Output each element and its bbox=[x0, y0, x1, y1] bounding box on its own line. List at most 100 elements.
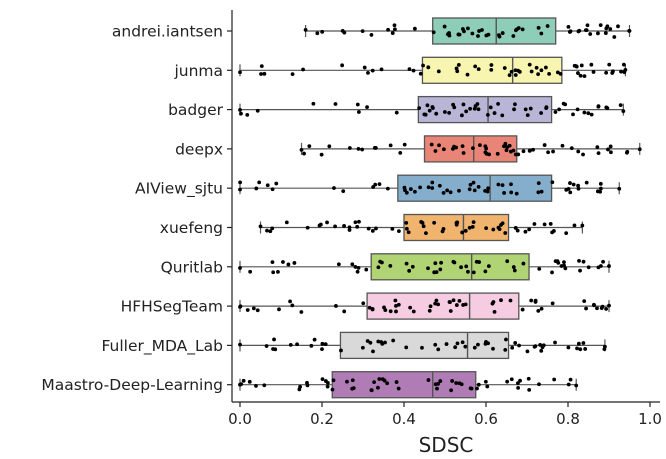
box-badger bbox=[238, 95, 626, 124]
data-point bbox=[412, 26, 417, 31]
data-point bbox=[596, 151, 601, 156]
data-point bbox=[621, 109, 626, 114]
data-point bbox=[604, 70, 609, 75]
data-point bbox=[507, 143, 512, 148]
data-point bbox=[432, 220, 437, 225]
data-point bbox=[404, 345, 409, 350]
data-point bbox=[254, 186, 259, 191]
data-point bbox=[499, 298, 503, 303]
data-point bbox=[374, 226, 378, 231]
data-point bbox=[466, 26, 470, 31]
strip-points bbox=[238, 62, 628, 79]
data-point bbox=[459, 265, 463, 270]
data-point bbox=[372, 380, 377, 385]
data-point bbox=[496, 102, 500, 106]
data-point bbox=[527, 62, 532, 67]
data-point bbox=[476, 107, 481, 112]
data-point bbox=[483, 188, 487, 193]
data-point bbox=[476, 342, 480, 347]
data-point bbox=[238, 187, 242, 192]
box-iqr bbox=[370, 253, 530, 281]
data-point bbox=[581, 259, 586, 264]
data-point bbox=[576, 149, 581, 154]
data-point bbox=[325, 220, 329, 225]
data-point bbox=[505, 259, 510, 264]
data-point bbox=[566, 345, 571, 350]
data-point bbox=[576, 71, 580, 75]
data-point bbox=[264, 344, 269, 348]
data-point bbox=[618, 103, 623, 107]
data-point bbox=[433, 301, 438, 306]
plot-area bbox=[238, 17, 642, 399]
data-point bbox=[576, 183, 580, 188]
data-point bbox=[515, 27, 519, 32]
data-point bbox=[512, 268, 517, 273]
data-point bbox=[595, 189, 600, 194]
data-point bbox=[454, 145, 459, 150]
data-point bbox=[385, 381, 390, 386]
data-point bbox=[302, 151, 306, 156]
data-point bbox=[555, 70, 560, 75]
data-point bbox=[527, 227, 532, 232]
strip-points bbox=[299, 141, 642, 157]
data-point bbox=[483, 379, 488, 384]
data-point bbox=[336, 262, 341, 267]
data-point bbox=[468, 106, 473, 111]
data-point bbox=[390, 226, 395, 231]
data-point bbox=[265, 183, 270, 188]
data-point bbox=[477, 29, 481, 33]
data-point bbox=[513, 102, 517, 107]
data-point bbox=[262, 383, 267, 388]
data-point bbox=[394, 309, 398, 314]
data-point bbox=[388, 143, 393, 148]
x-tick-label: 0.4 bbox=[392, 410, 416, 428]
data-point bbox=[368, 340, 373, 345]
data-point bbox=[449, 388, 454, 393]
data-point bbox=[536, 25, 541, 30]
data-point bbox=[347, 228, 352, 232]
data-point bbox=[582, 299, 587, 304]
data-point bbox=[411, 309, 416, 314]
data-point bbox=[248, 269, 253, 274]
data-point bbox=[386, 27, 390, 32]
x-axis-title: SDSC bbox=[419, 433, 474, 457]
data-point bbox=[404, 220, 409, 225]
data-point bbox=[442, 24, 447, 29]
data-point bbox=[627, 28, 632, 33]
data-point bbox=[327, 144, 332, 149]
data-point bbox=[241, 378, 246, 383]
data-point bbox=[437, 143, 441, 148]
data-point bbox=[454, 220, 459, 225]
y-tick-label: HFHSegTeam bbox=[121, 298, 223, 316]
data-point bbox=[495, 151, 500, 156]
strip-points bbox=[238, 101, 626, 118]
data-point bbox=[324, 379, 328, 383]
data-point bbox=[551, 149, 555, 154]
data-point bbox=[575, 346, 579, 351]
data-point bbox=[516, 385, 521, 390]
data-point bbox=[560, 143, 565, 148]
data-point bbox=[370, 306, 375, 311]
data-point bbox=[529, 298, 534, 303]
y-tick-label: AIView_sjtu bbox=[135, 180, 223, 199]
x-tick-label: 0.0 bbox=[228, 410, 252, 428]
data-point bbox=[461, 151, 466, 155]
y-tick-label: Fuller_MDA_Lab bbox=[101, 337, 223, 356]
data-point bbox=[357, 219, 361, 224]
data-point bbox=[470, 31, 475, 36]
data-point bbox=[595, 145, 600, 150]
data-point bbox=[370, 68, 375, 73]
data-point bbox=[454, 66, 459, 71]
data-point bbox=[491, 227, 496, 232]
data-point bbox=[430, 180, 435, 185]
data-point bbox=[542, 222, 547, 227]
data-point bbox=[433, 261, 438, 266]
data-point bbox=[406, 230, 411, 235]
data-point bbox=[502, 66, 507, 70]
data-point bbox=[503, 347, 508, 352]
data-point bbox=[426, 378, 431, 382]
data-point bbox=[486, 264, 491, 269]
data-point bbox=[333, 102, 338, 106]
data-point bbox=[411, 68, 416, 73]
data-point bbox=[483, 269, 488, 274]
